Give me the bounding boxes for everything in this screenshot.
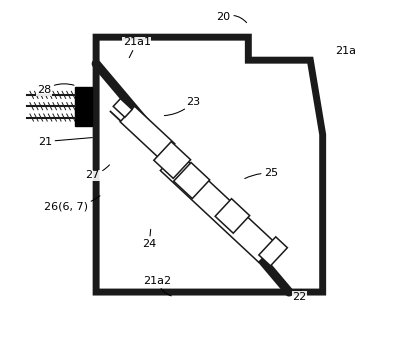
Polygon shape [215, 199, 250, 233]
Text: 26(6, 7): 26(6, 7) [44, 196, 100, 211]
Text: 24: 24 [142, 229, 156, 249]
Text: 21a: 21a [335, 46, 356, 56]
Polygon shape [113, 99, 132, 117]
Text: 25: 25 [245, 169, 279, 178]
Polygon shape [174, 162, 210, 199]
Text: 27: 27 [85, 165, 110, 180]
Text: 20: 20 [216, 12, 247, 23]
Text: 22: 22 [292, 290, 307, 302]
Text: 21a2: 21a2 [143, 276, 171, 296]
Text: 21a1: 21a1 [123, 38, 151, 58]
Polygon shape [259, 237, 287, 266]
Bar [75, 87, 92, 126]
Text: 28: 28 [37, 84, 74, 95]
Polygon shape [120, 106, 175, 159]
Polygon shape [154, 142, 191, 178]
Text: 21: 21 [38, 137, 92, 147]
Text: 23: 23 [164, 97, 201, 116]
Polygon shape [160, 152, 276, 262]
Polygon shape [96, 37, 323, 292]
